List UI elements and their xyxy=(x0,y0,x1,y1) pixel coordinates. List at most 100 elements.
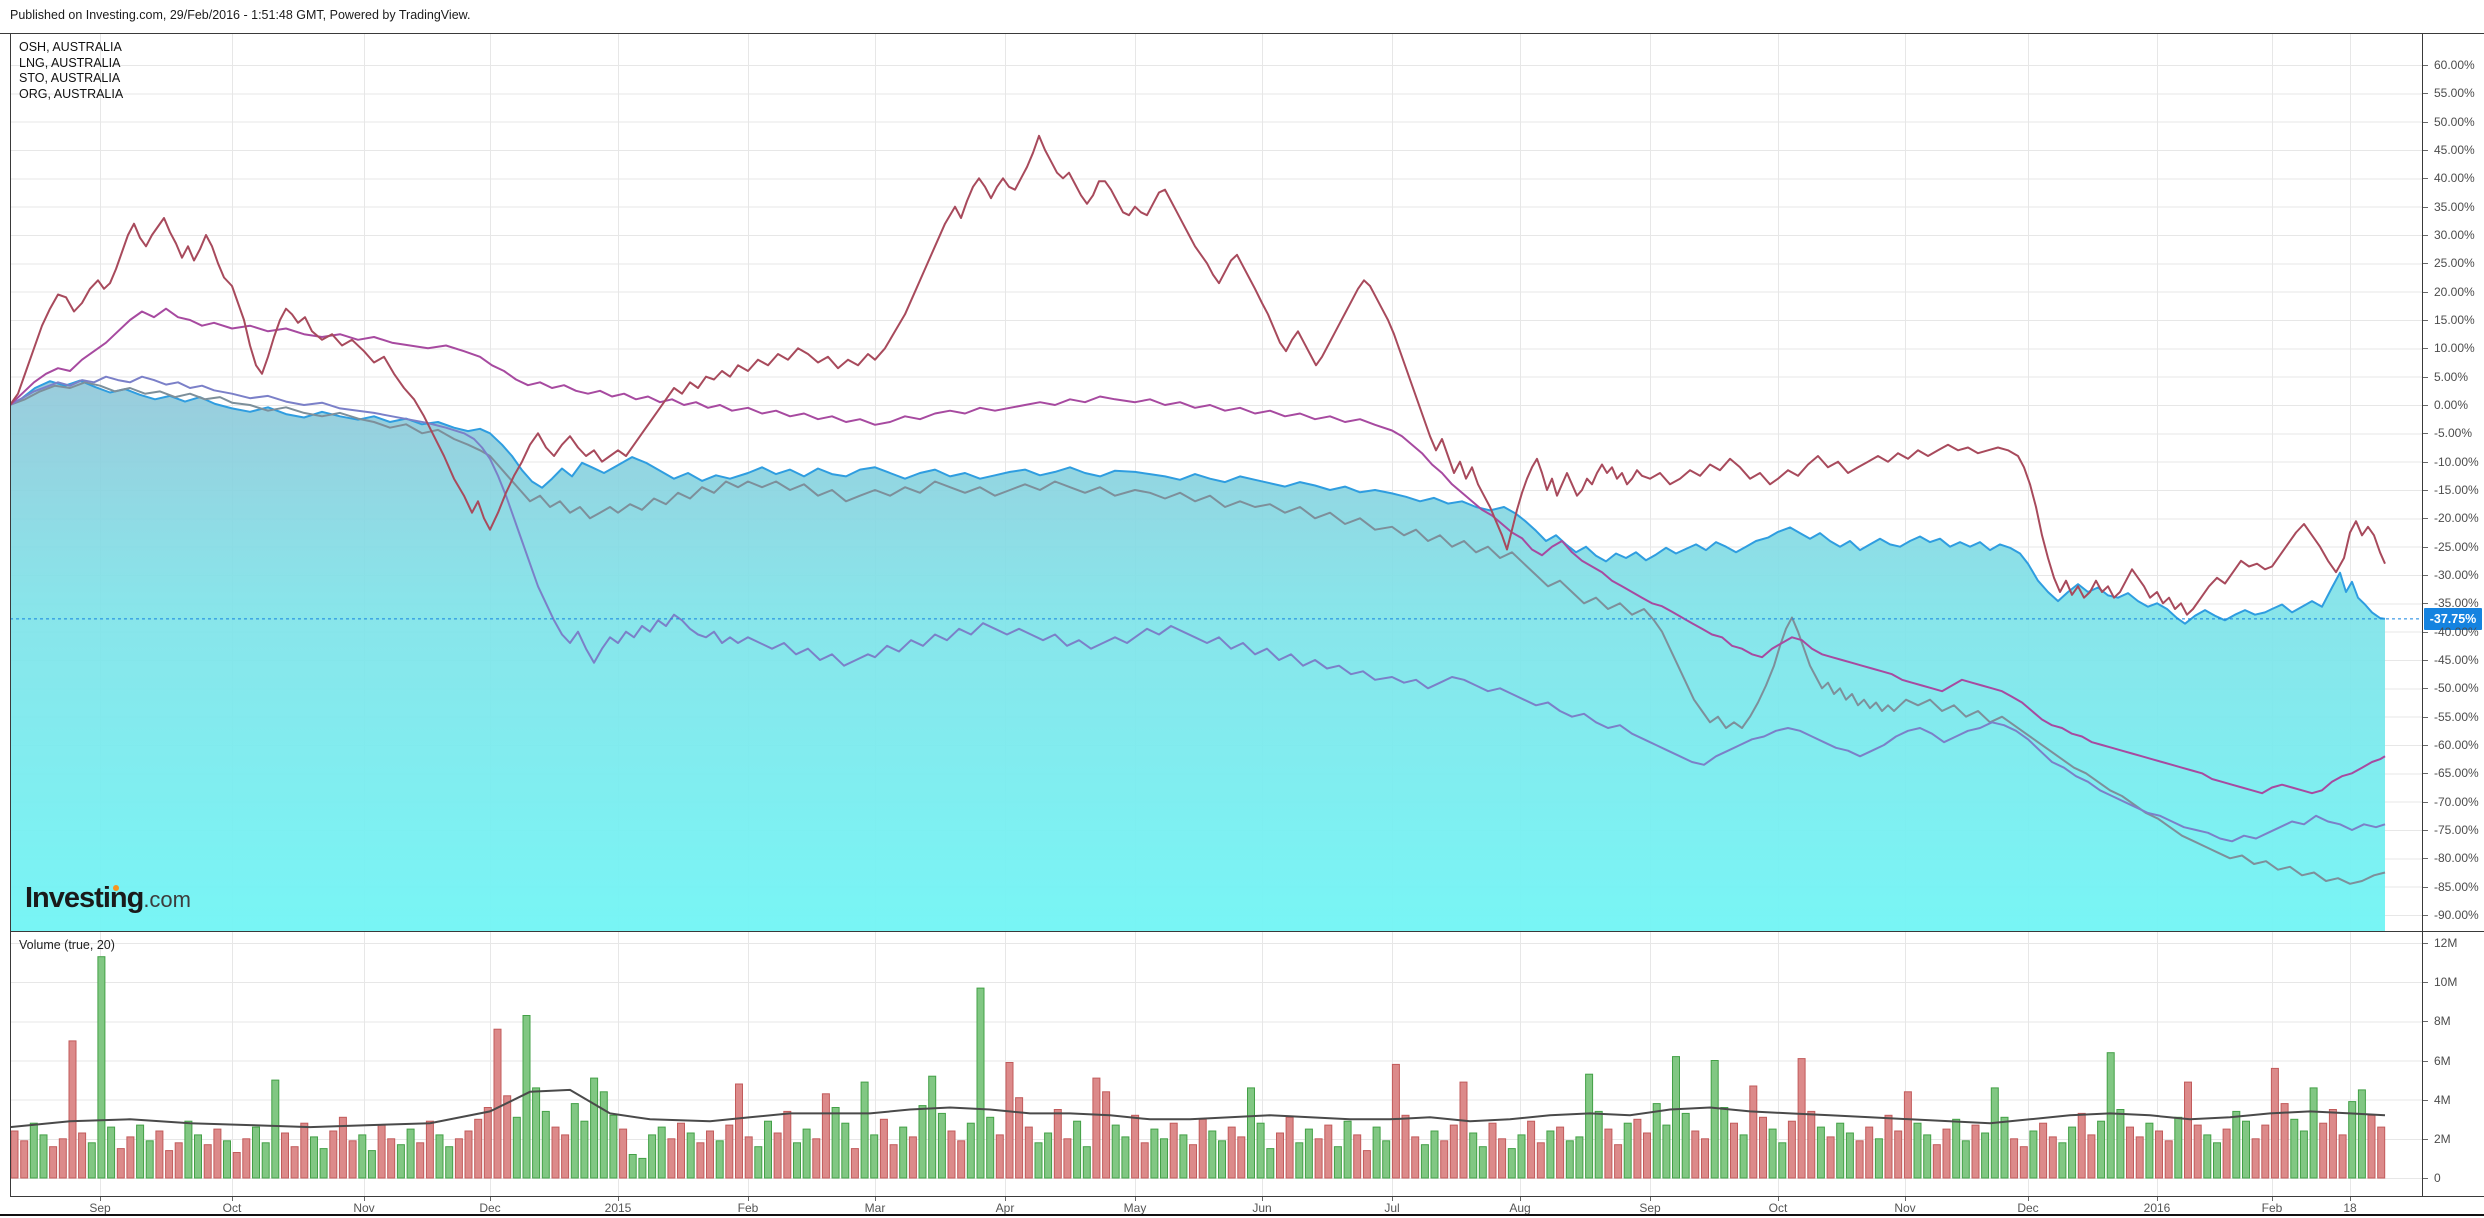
price-axis[interactable]: -37.75% 60.00% 55.00% 50.00% 45.00% 40.00% 35… xyxy=(2422,33,2484,1218)
volume-bar xyxy=(2077,1112,2086,1179)
chart-frame: OSH, AUSTRALIA LNG, AUSTRALIA STO, AUSTR… xyxy=(0,33,2484,1218)
x-axis-label: Dec xyxy=(479,1201,501,1215)
y-axis-tick-label: -10.00% xyxy=(2434,455,2479,469)
volume-bar xyxy=(2097,1120,2106,1179)
y-axis-tick-mark xyxy=(2422,1021,2428,1022)
volume-bar xyxy=(1517,1134,1526,1179)
y-axis-tick-mark xyxy=(2422,150,2428,151)
y-axis-tick-mark xyxy=(2422,773,2428,774)
volume-bar xyxy=(2203,1134,2212,1179)
x-axis-tick-mark xyxy=(1005,1196,1006,1201)
y-axis-tick-label: 5.00% xyxy=(2434,370,2469,384)
volume-bar xyxy=(1034,1142,1043,1179)
y-axis-tick-mark xyxy=(2422,1178,2428,1179)
volume-bar xyxy=(2174,1116,2183,1179)
volume-bar xyxy=(870,1134,879,1179)
y-axis-tick-label: -40.00% xyxy=(2434,625,2479,639)
compare-legend: OSH, AUSTRALIA LNG, AUSTRALIA STO, AUSTR… xyxy=(19,40,123,102)
volume-bar xyxy=(2184,1081,2192,1179)
axis-strip-border xyxy=(10,1196,2484,1197)
y-axis-tick-mark xyxy=(2422,462,2428,463)
volume-bar xyxy=(377,1124,386,1179)
volume-bar xyxy=(1411,1136,1420,1179)
volume-bar xyxy=(1990,1087,1999,1179)
x-axis-label: 18 xyxy=(2343,1201,2357,1215)
volume-bar xyxy=(2280,1103,2289,1179)
volume-bar xyxy=(764,1120,772,1179)
y-axis-tick-label: 45.00% xyxy=(2434,143,2475,157)
legend-item-osh[interactable]: OSH, AUSTRALIA xyxy=(19,40,122,54)
volume-bar xyxy=(358,1134,367,1179)
time-axis[interactable]: Sep Oct Nov Dec 2015 Feb Mar Apr May Jun Jul Aug Sep… xyxy=(10,1196,2422,1218)
y-axis-tick-mark xyxy=(2422,518,2428,519)
volume-bar xyxy=(966,1122,975,1179)
main-price-pane[interactable]: OSH, AUSTRALIA LNG, AUSTRALIA STO, AUSTR… xyxy=(10,33,2422,931)
y-axis-tick-mark xyxy=(2422,433,2428,434)
volume-bar xyxy=(2261,1124,2270,1179)
legend-item-lng[interactable]: LNG, AUSTRALIA xyxy=(19,55,121,70)
volume-bar xyxy=(841,1122,850,1179)
volume-bar xyxy=(1440,1140,1449,1179)
volume-bar xyxy=(812,1138,821,1179)
x-axis-label: Feb xyxy=(737,1201,759,1215)
volume-bar xyxy=(918,1105,927,1179)
volume-bar xyxy=(49,1146,58,1179)
volume-indicator-label[interactable]: Volume (true, 20) xyxy=(19,938,115,952)
x-axis-label: Aug xyxy=(1509,1201,1531,1215)
volume-bar xyxy=(2068,1126,2077,1179)
y-axis-tick-label: -70.00% xyxy=(2434,795,2479,809)
volume-bar xyxy=(68,1040,77,1179)
y-axis-tick-label: 12M xyxy=(2434,936,2458,950)
volume-bar xyxy=(995,1134,1004,1179)
volume-bar xyxy=(1082,1146,1091,1179)
y-axis-tick-label: 40.00% xyxy=(2434,171,2475,185)
volume-bar xyxy=(957,1140,966,1179)
y-axis-tick-mark xyxy=(2422,830,2428,831)
y-axis-tick-mark xyxy=(2422,717,2428,718)
volume-bar xyxy=(1894,1130,1903,1179)
volume-bar xyxy=(1208,1130,1217,1179)
volume-bar xyxy=(1449,1124,1458,1179)
legend-item-sto[interactable]: STO, AUSTRALIA xyxy=(19,71,121,85)
y-axis-tick-label: -55.00% xyxy=(2434,710,2479,724)
volume-bar xyxy=(1623,1122,1632,1179)
volume-bar xyxy=(483,1107,492,1179)
volume-bar xyxy=(1131,1114,1140,1179)
volume-bar xyxy=(1546,1130,1555,1179)
volume-bar xyxy=(522,1015,531,1179)
y-axis-tick-mark xyxy=(2422,405,2428,406)
x-axis-tick-mark xyxy=(748,1196,749,1201)
x-axis-label: Feb xyxy=(2261,1201,2283,1215)
volume-bar xyxy=(2328,1109,2337,1179)
x-axis-label: Oct xyxy=(1768,1201,1788,1215)
volume-bar xyxy=(416,1142,425,1179)
series-line-osh xyxy=(10,134,2386,616)
volume-bar xyxy=(2048,1136,2057,1179)
volume-pane[interactable]: Volume (true, 20) xyxy=(10,931,2422,1196)
volume-bar xyxy=(1865,1126,1874,1179)
volume-bar xyxy=(2164,1140,2173,1179)
main-chart-canvas[interactable] xyxy=(10,33,2422,931)
x-axis-label: 2015 xyxy=(604,1201,632,1215)
volume-chart-canvas[interactable] xyxy=(10,931,2422,1196)
volume-bar xyxy=(20,1140,29,1179)
y-axis-tick-label: 6M xyxy=(2434,1054,2451,1068)
y-axis-tick-mark xyxy=(2422,547,2428,548)
x-axis-tick-mark xyxy=(100,1196,101,1201)
volume-bar xyxy=(1952,1118,1961,1179)
volume-bar xyxy=(1749,1085,1758,1179)
pane-border-top xyxy=(0,33,2484,34)
volume-bar xyxy=(1807,1110,1816,1179)
volume-bar xyxy=(2319,1122,2328,1179)
y-axis-tick-label: 10.00% xyxy=(2434,341,2475,355)
series-line-lng xyxy=(10,307,2386,795)
volume-bar xyxy=(474,1118,483,1179)
y-axis-tick-label: -90.00% xyxy=(2434,908,2479,922)
y-axis-tick-label: 30.00% xyxy=(2434,228,2475,242)
y-axis-tick-mark xyxy=(2422,348,2428,349)
wpl-line xyxy=(10,379,2386,625)
volume-bar xyxy=(310,1136,318,1179)
volume-bar xyxy=(97,956,106,1179)
volume-bar xyxy=(1420,1144,1429,1179)
legend-item-org[interactable]: ORG, AUSTRALIA xyxy=(19,86,124,101)
